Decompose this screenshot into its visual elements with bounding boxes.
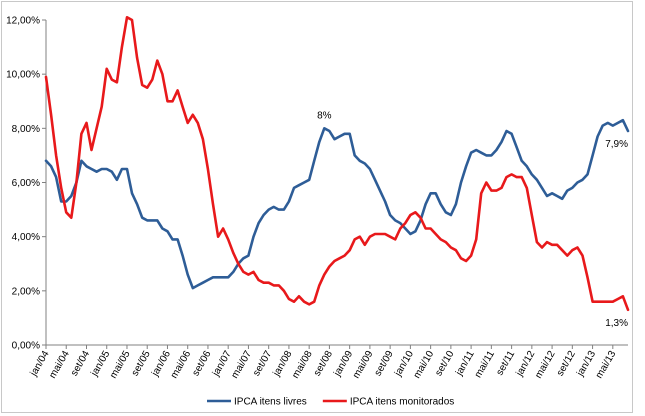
y-axis: 0,00% 2,00% 4,00% 6,00% 8,00% 10,00% 12,00% xyxy=(6,16,47,352)
series-line-1 xyxy=(44,15,630,312)
series-lines xyxy=(44,15,630,312)
annotation-label: 1,3% xyxy=(605,318,628,329)
legend-label: IPCA itens monitorados xyxy=(350,397,455,408)
y-tick-label: 10,00% xyxy=(6,70,40,81)
y-tick-label: 6,00% xyxy=(12,178,40,189)
annotation-label: 8% xyxy=(317,110,332,121)
y-tick-label: 8,00% xyxy=(12,124,40,135)
annotation-label: 7,9% xyxy=(605,139,628,150)
y-tick-label: 0,00% xyxy=(12,341,40,352)
y-tick-label: 4,00% xyxy=(12,232,40,243)
legend: IPCA itens livres IPCA itens monitorados xyxy=(207,397,454,408)
legend-label: IPCA itens livres xyxy=(234,397,307,408)
y-tick-label: 2,00% xyxy=(12,286,40,297)
annotations: 8% 7,9% 1,3% xyxy=(317,110,628,328)
series-line-0 xyxy=(44,118,630,290)
y-tick-label: 12,00% xyxy=(6,16,40,27)
chart-border xyxy=(1,1,633,413)
